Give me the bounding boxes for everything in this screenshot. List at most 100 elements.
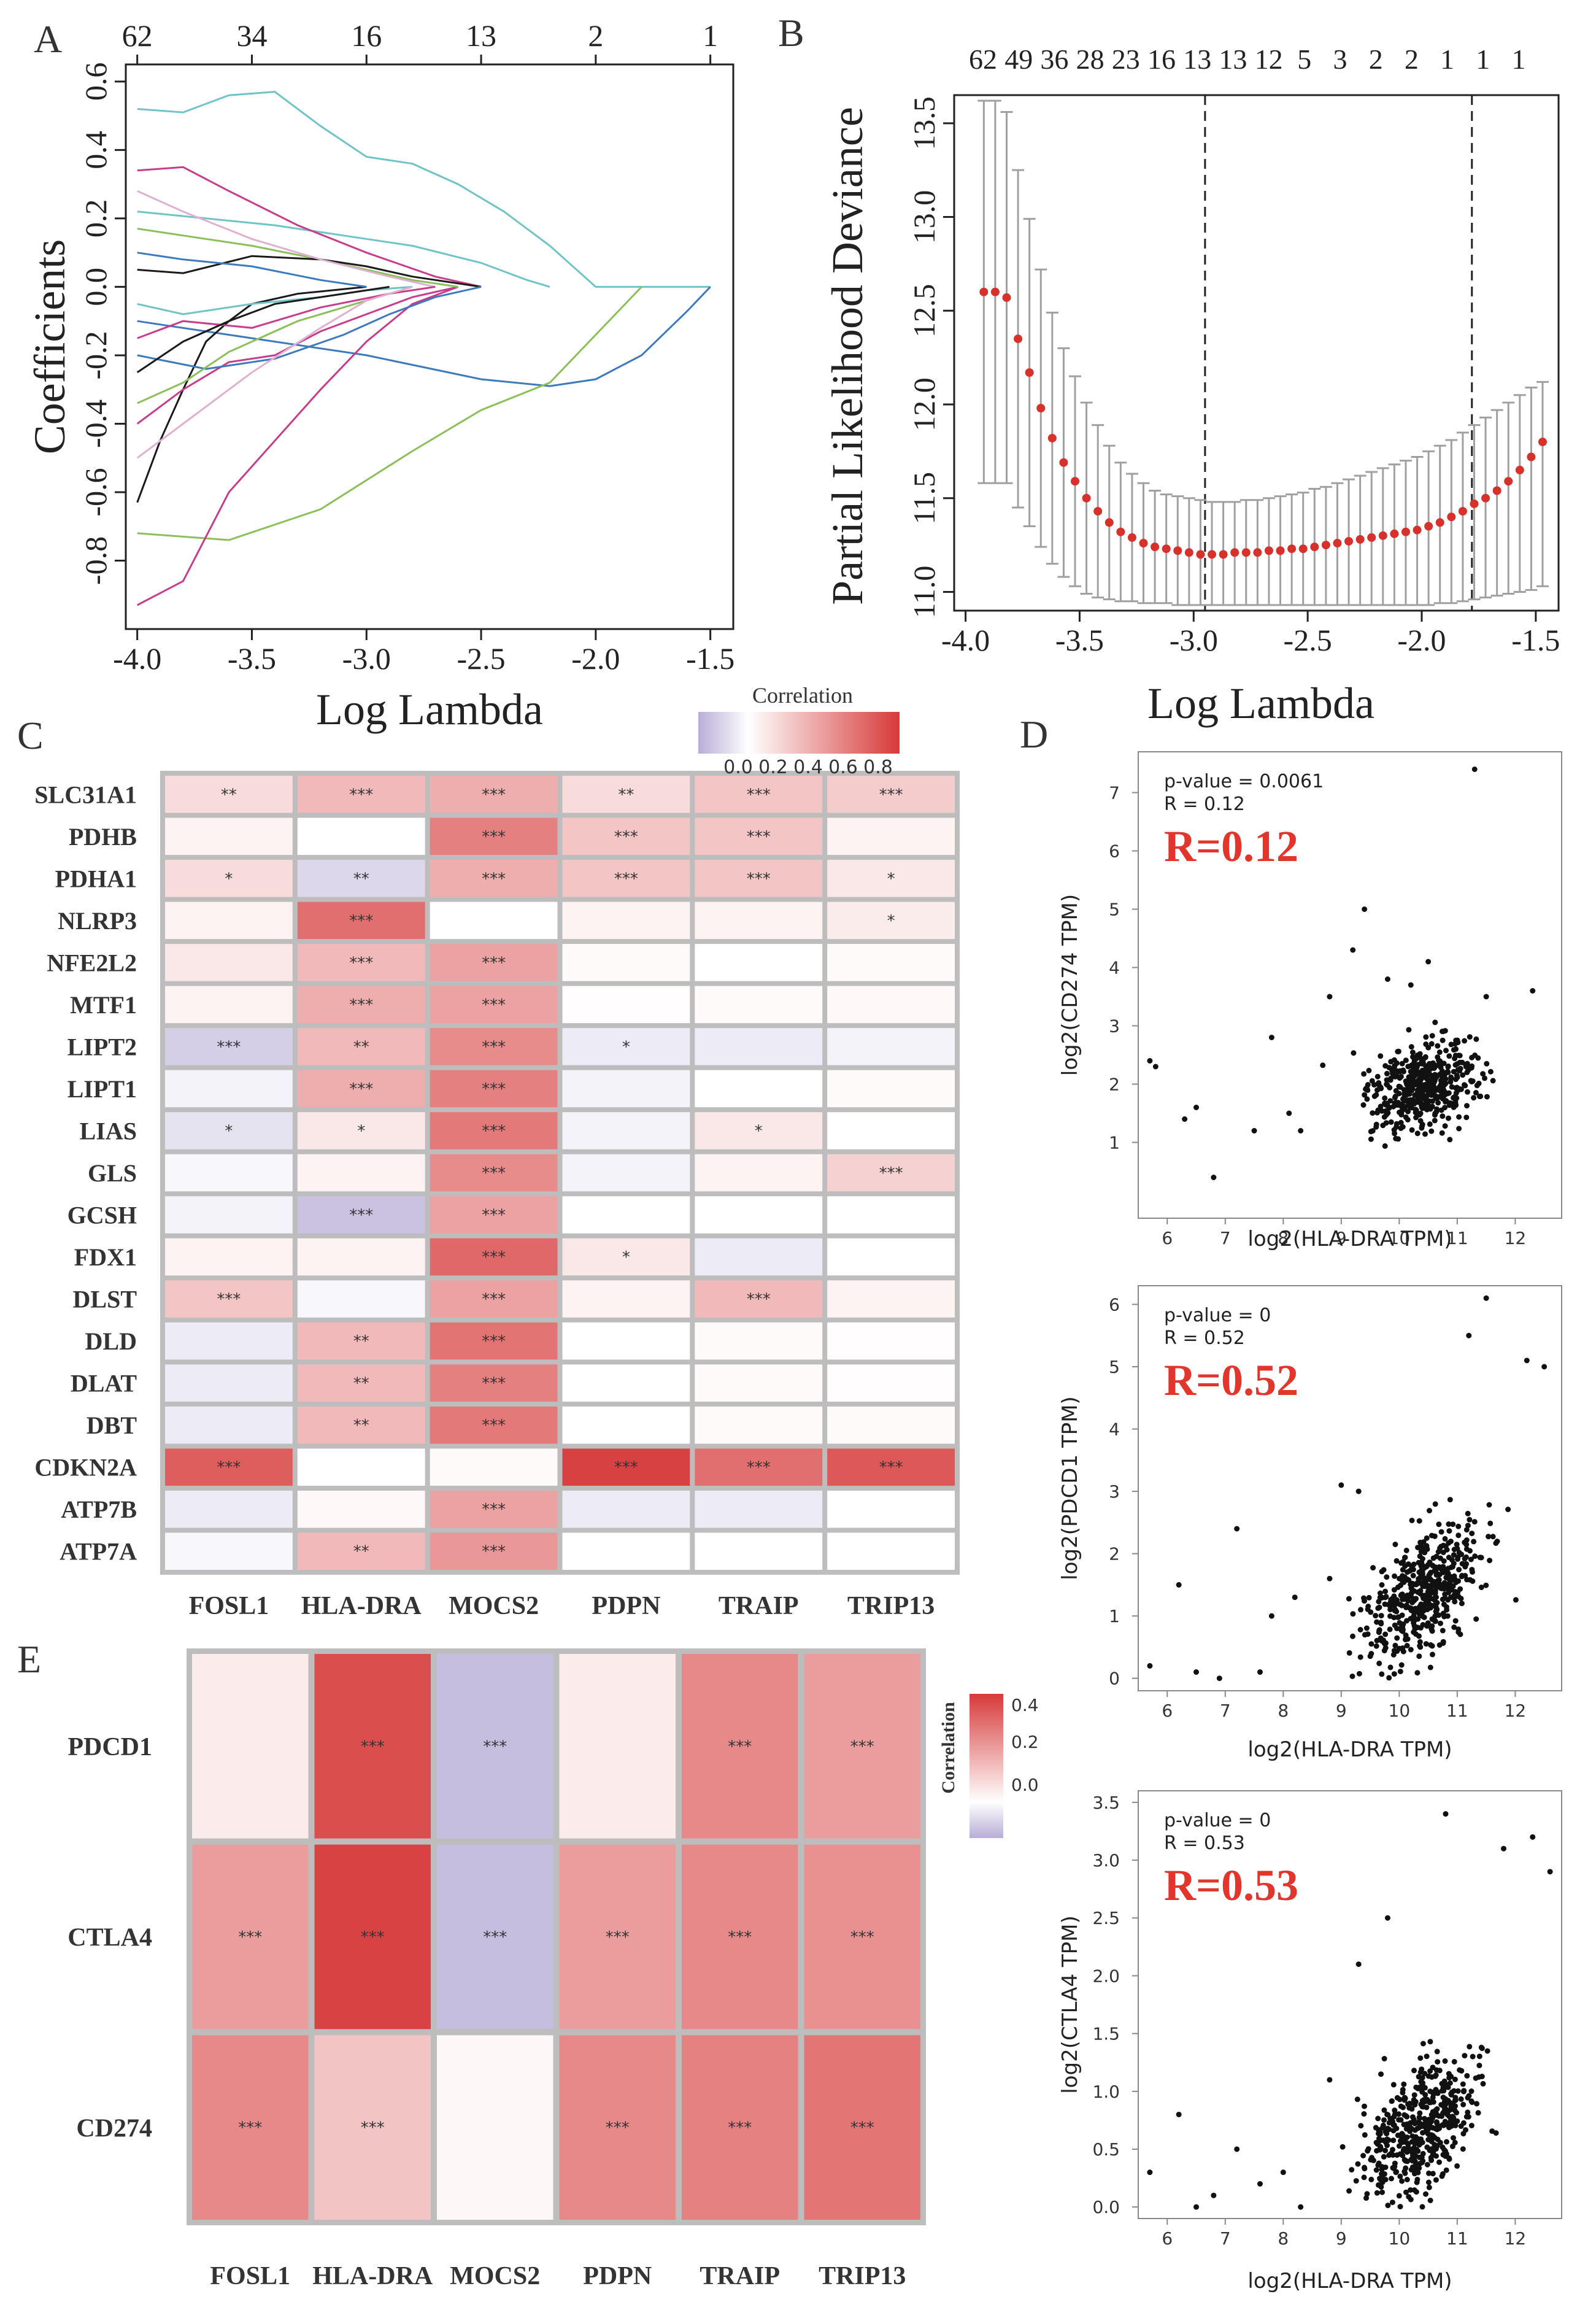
significance-stars: ** (353, 1038, 369, 1056)
scatter-point (1408, 1097, 1414, 1103)
scatter-point (1257, 1669, 1263, 1675)
significance-stars: *** (349, 954, 373, 972)
heatmap-cell (314, 1654, 431, 1839)
scatter-point (1440, 1077, 1446, 1083)
significance-stars: * (225, 1122, 233, 1140)
scatter-point (1473, 1616, 1479, 1622)
significance-stars: * (225, 870, 233, 888)
big-r-label: R=0.12 (1164, 822, 1298, 871)
scatter-point (1429, 2136, 1435, 2142)
scatter-point (1383, 1111, 1389, 1118)
heatmap-cell (297, 1406, 425, 1444)
x-tick-label: 9 (1336, 1228, 1347, 1248)
scatter-point (1388, 2150, 1394, 2157)
y-tick-label: 0.4 (79, 131, 113, 169)
scatter-point (1416, 2165, 1422, 2171)
x-tick-label: -3.0 (342, 641, 391, 676)
scatter-point (1416, 1653, 1422, 1659)
scatter-point (1368, 1129, 1374, 1135)
row-label: PDHA1 (55, 865, 137, 892)
scatter-point (1451, 1552, 1457, 1558)
scatter-point (1397, 2173, 1403, 2179)
scatter-point (1463, 1546, 1470, 1552)
row-label: FDX1 (74, 1243, 137, 1271)
scatter-point (1365, 1087, 1371, 1093)
heatmap-cell (430, 817, 558, 856)
scatter-point (1424, 1583, 1430, 1589)
scatter-point (1340, 2144, 1346, 2150)
scatter-point (1427, 2198, 1433, 2203)
y-axis-title: log2(CTLA4 TPM) (1058, 1915, 1082, 2094)
scatter-point (1417, 2069, 1424, 2075)
scatter-point (1435, 1100, 1441, 1106)
heatmap-cell (297, 944, 425, 981)
top-tick-label: 62 (969, 44, 997, 75)
y-tick-label: 1 (1109, 1606, 1120, 1626)
heatmap-cell (695, 1070, 823, 1108)
x-tick-label: 11 (1446, 1701, 1468, 1721)
heatmap-cell (804, 2035, 920, 2220)
scatter-point (1448, 2091, 1454, 2097)
scatter-point (1176, 2111, 1182, 2117)
heatmap-cell (165, 1280, 293, 1318)
scatter-point (1417, 1080, 1423, 1086)
heatmap-cell (297, 1448, 425, 1486)
scatter-point (1412, 2102, 1418, 2108)
scatter-point (1479, 2074, 1485, 2079)
scatter-point (1475, 2110, 1481, 2116)
scatter-point (1403, 1636, 1409, 1642)
scatter-point (1436, 1084, 1443, 1090)
scatter-point (1428, 2146, 1434, 2152)
scatter-point (1392, 1542, 1398, 1547)
scatter-point (1448, 1100, 1454, 1107)
scatter-point (1364, 2191, 1370, 2197)
scatter-point (1376, 1629, 1382, 1636)
scatter-point (1417, 1639, 1423, 1645)
deviance-point (1310, 543, 1319, 552)
scatter-point (1400, 1559, 1406, 1565)
heatmap-frame (160, 771, 960, 1575)
scatter-point (1362, 1092, 1368, 1098)
scatter-point (1413, 1608, 1418, 1614)
scatter-point (1373, 1124, 1379, 1130)
scatter-point (1446, 2114, 1452, 2120)
scatter-point (1475, 1055, 1481, 1061)
scatter-point (1379, 2125, 1386, 2131)
scatter-point (1433, 2110, 1439, 2116)
significance-stars: *** (614, 1459, 638, 1477)
heatmap-cell (827, 1364, 955, 1402)
scatter-point (1441, 2078, 1448, 2084)
scatter-point (1484, 1060, 1490, 1067)
y-tick-label: 1 (1109, 1133, 1120, 1153)
scatter-point (1473, 1036, 1479, 1042)
deviance-point (1264, 546, 1273, 555)
deviance-point (1515, 465, 1524, 474)
x-tick-label: -1.5 (686, 641, 734, 676)
scatter-point (1439, 2173, 1445, 2179)
deviance-point (1139, 539, 1148, 548)
scatter-point (1396, 2193, 1402, 2199)
heatmap-cell (827, 1154, 955, 1192)
scatter-point (1460, 2081, 1466, 2087)
scatter-point (1469, 2099, 1475, 2105)
scatter-point (1446, 1115, 1451, 1121)
heatmap-cell (827, 986, 955, 1024)
heatmap-cell (562, 1448, 690, 1486)
scatter-point (1327, 2077, 1333, 2083)
significance-stars: ** (353, 870, 369, 888)
scatter-point (1346, 1650, 1352, 1656)
r-annotation: R = 0.52 (1164, 1327, 1245, 1349)
significance-stars: * (622, 1248, 630, 1267)
scatter-point (1393, 2169, 1399, 2176)
x-tick-label: 10 (1389, 1228, 1411, 1248)
y-tick-label: -0.8 (79, 536, 113, 585)
scatter-point (1425, 2179, 1432, 2185)
heatmap-cell (827, 1406, 955, 1444)
scatter-point (1384, 976, 1390, 982)
heatmap-cell (827, 1070, 955, 1108)
scatter-point (1327, 1575, 1333, 1582)
scatter-point (1441, 1601, 1447, 1607)
scatter-point (1394, 2152, 1400, 2158)
scatter-point (1368, 1609, 1374, 1615)
scatter-point (1374, 1073, 1381, 1080)
